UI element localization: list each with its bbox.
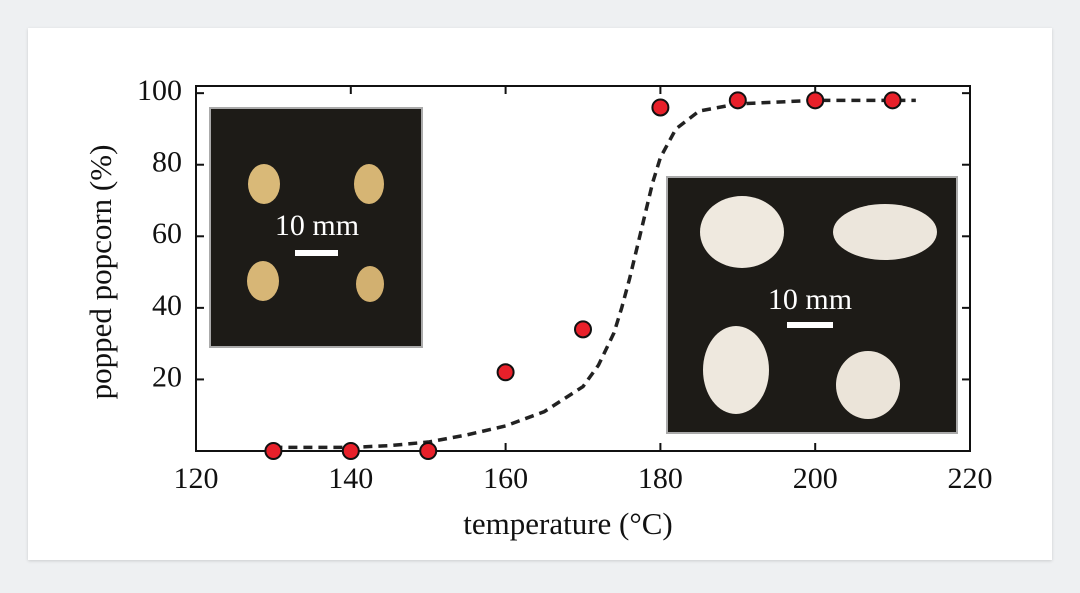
data-point (574, 320, 592, 339)
y-tick-label: 20 (152, 360, 182, 393)
plot-frame (195, 85, 971, 452)
x-tick-label: 200 (793, 462, 838, 495)
inset-popped: 10 mm (666, 176, 958, 434)
data-point (496, 363, 515, 382)
y-tick-label: 80 (152, 146, 182, 179)
inset-kernels: 10 mm (209, 107, 423, 348)
data-point (806, 91, 825, 110)
data-point (883, 91, 902, 110)
y-tick-label: 100 (137, 74, 182, 107)
x-tick-label: 220 (948, 462, 993, 495)
y-tick-label: 40 (152, 289, 182, 322)
x-axis-label: temperature (°C) (463, 506, 673, 541)
data-point (728, 91, 747, 110)
x-tick-label: 180 (638, 462, 683, 495)
scale-label: 10 mm (768, 283, 852, 316)
data-point (419, 442, 438, 460)
x-tick-label: 160 (483, 462, 528, 495)
scale-label: 10 mm (275, 209, 359, 242)
y-axis-label: popped popcorn (%) (83, 145, 118, 400)
data-point (651, 98, 670, 117)
data-point (264, 442, 283, 460)
y-tick-label: 60 (152, 217, 182, 250)
data-point (341, 442, 360, 460)
fit-curve (273, 98, 916, 450)
x-tick-label: 140 (328, 462, 373, 495)
x-tick-label: 120 (174, 462, 219, 495)
